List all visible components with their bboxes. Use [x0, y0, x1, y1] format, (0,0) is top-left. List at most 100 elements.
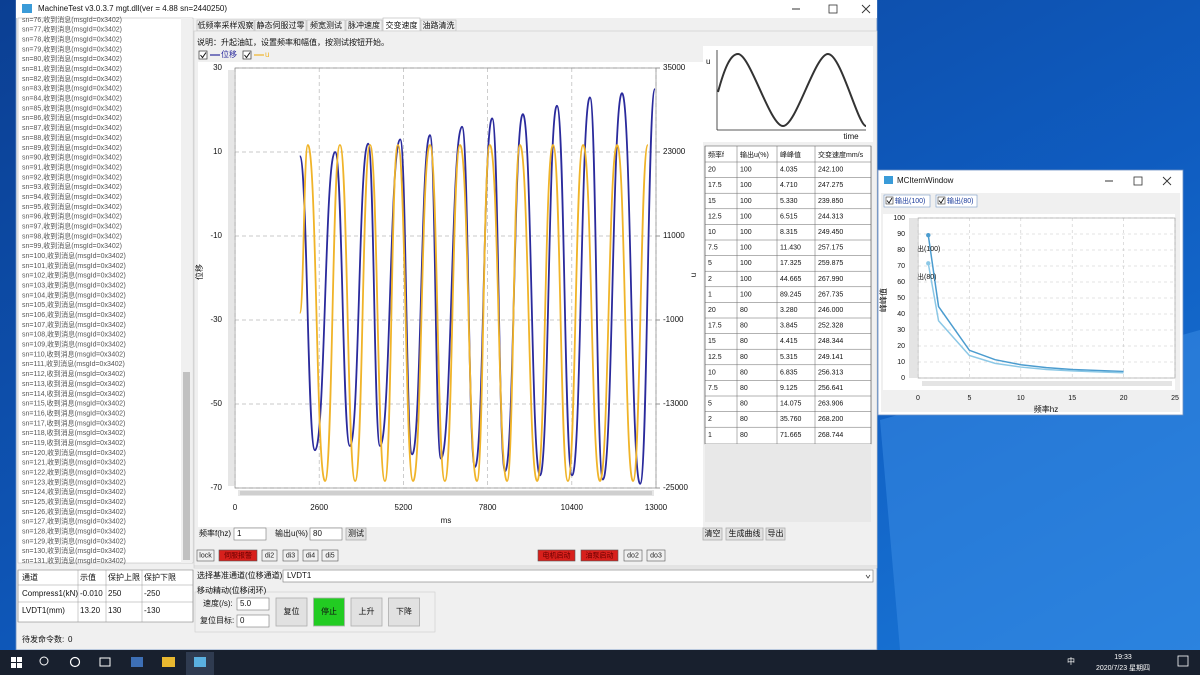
x-tick-label: 13000 [645, 503, 668, 512]
jog-button[interactable] [388, 597, 420, 627]
clock-time[interactable]: 19:33 [1114, 654, 1132, 661]
curve-button[interactable] [725, 527, 764, 541]
y-tick-label: -50 [210, 399, 222, 408]
indicator [646, 549, 666, 562]
jog-title: 移动精动(位移闭环) [197, 585, 267, 595]
y-tick-label: -10 [210, 231, 222, 240]
jog-button[interactable] [313, 597, 345, 627]
mc-v-scrollbar[interactable] [909, 218, 917, 378]
target-label: 复位目标: [200, 615, 234, 625]
log-scroll-thumb[interactable] [183, 372, 190, 560]
indicator [261, 549, 278, 562]
table-cell: 15 [708, 338, 716, 345]
mc-y-tick-label: 50 [897, 295, 905, 302]
clock-date[interactable]: 2020/7/23 星期四 [1096, 664, 1150, 672]
taskbar-explorer[interactable] [162, 657, 175, 667]
y2-tick-label: -1000 [663, 315, 684, 324]
table-cell: 5.315 [780, 354, 798, 361]
speed-input[interactable] [236, 597, 270, 611]
mc-legend-checkbox[interactable] [885, 196, 894, 205]
table-cell: 15 [708, 198, 716, 205]
table-cell: Compress1(kN) [22, 589, 78, 598]
start-button[interactable] [11, 657, 22, 668]
table-cell: 1 [708, 432, 712, 439]
search-icon[interactable] [39, 656, 49, 666]
mc-x-tick-label: 10 [1017, 395, 1025, 402]
indicator-label: do2 [627, 552, 639, 559]
log-scrollbar[interactable] [181, 18, 192, 563]
table-cell: 246.000 [818, 307, 843, 314]
mc-close[interactable] [1162, 176, 1172, 186]
task-view-icon[interactable] [99, 657, 111, 667]
legend-checkbox[interactable] [198, 50, 208, 60]
table-cell: 239.850 [818, 198, 843, 205]
close-button[interactable] [861, 4, 871, 14]
mc-legend-item[interactable] [883, 194, 931, 208]
legend-checkbox[interactable] [242, 50, 252, 60]
speed-label: 速度(/s): [203, 598, 233, 608]
jog-group [194, 591, 436, 633]
log-list[interactable] [17, 17, 194, 564]
cortana-icon[interactable] [69, 656, 81, 668]
notification-icon[interactable] [1177, 655, 1189, 667]
mc-legend-item[interactable] [935, 194, 978, 208]
mc-legend-checkbox[interactable] [937, 196, 946, 205]
log-line: sn=106,收到消息(msgId=0x3402) [22, 310, 126, 319]
clear-button[interactable] [702, 527, 723, 541]
log-line: sn=76,收到消息(msgId=0x3402) [22, 15, 122, 24]
x-tick-label: 10400 [561, 503, 584, 512]
jog-button[interactable] [350, 597, 383, 627]
log-line: sn=93,收到消息(msgId=0x3402) [22, 182, 122, 191]
log-line: sn=77,收到消息(msgId=0x3402) [22, 25, 122, 34]
y-tick-label: -70 [210, 483, 222, 492]
log-line: sn=120,收到消息(msgId=0x3402) [22, 448, 126, 457]
maximize-button[interactable] [828, 4, 838, 14]
reference-combo[interactable] [282, 569, 874, 583]
table-cell: 12.5 [708, 213, 722, 220]
output-input[interactable] [309, 527, 343, 541]
log-line: sn=110,收到消息(msgId=0x3402) [22, 349, 125, 358]
table-cell: 268.744 [818, 432, 843, 439]
clear-button-label: 清空 [705, 528, 721, 538]
ime-indicator[interactable]: 中 [1067, 656, 1075, 666]
log-line: sn=91,收到消息(msgId=0x3402) [22, 162, 122, 171]
mc-maximize[interactable] [1133, 176, 1143, 186]
target-input[interactable] [236, 614, 270, 628]
tab-label: 静态伺服过零 [257, 20, 305, 30]
chart-h-thumb[interactable] [240, 491, 652, 495]
mc-x-tick-label: 25 [1171, 395, 1179, 402]
indicator-label: do3 [650, 552, 662, 559]
log-line: sn=128,收到消息(msgId=0x3402) [22, 527, 126, 536]
table-cell: 267.990 [818, 276, 843, 283]
log-line: sn=129,收到消息(msgId=0x3402) [22, 536, 126, 545]
table-cell: 80 [740, 307, 748, 314]
mc-x-tick-label: 20 [1120, 395, 1128, 402]
mc-y-tick-label: 80 [897, 247, 905, 254]
tab-label: 频宽测试 [310, 20, 342, 30]
test-button[interactable] [345, 527, 367, 541]
chart-background [198, 62, 703, 527]
table-cell: 256.641 [818, 385, 843, 392]
mc-h-scrollbar[interactable] [922, 381, 1172, 386]
table-cell: 5.330 [780, 198, 798, 205]
y2-tick-label: 35000 [663, 63, 686, 72]
freq-input[interactable] [233, 527, 267, 541]
log-line: sn=116,收到消息(msgId=0x3402) [22, 408, 125, 417]
tab-label: 脉冲速度 [348, 20, 380, 30]
table-cell: 35.760 [780, 416, 802, 423]
export-button[interactable] [765, 527, 786, 541]
start-tile [17, 663, 22, 668]
table-cell: 6.515 [780, 213, 798, 220]
jog-button[interactable] [275, 597, 308, 627]
y-tick-label: -30 [210, 315, 222, 324]
log-line: sn=81,收到消息(msgId=0x3402) [22, 64, 122, 73]
chart-v-scrollbar[interactable] [228, 70, 234, 486]
log-line: sn=88,收到消息(msgId=0x3402) [22, 133, 122, 142]
table-cell: 80 [740, 369, 748, 376]
table-cell: 7.5 [708, 385, 718, 392]
log-line: sn=122,收到消息(msgId=0x3402) [22, 467, 126, 476]
mc-y-tick-label: 30 [897, 327, 905, 334]
mc-series-label: 输出(80) [910, 272, 936, 281]
taskbar-app[interactable] [131, 657, 143, 667]
app-icon [22, 4, 32, 13]
